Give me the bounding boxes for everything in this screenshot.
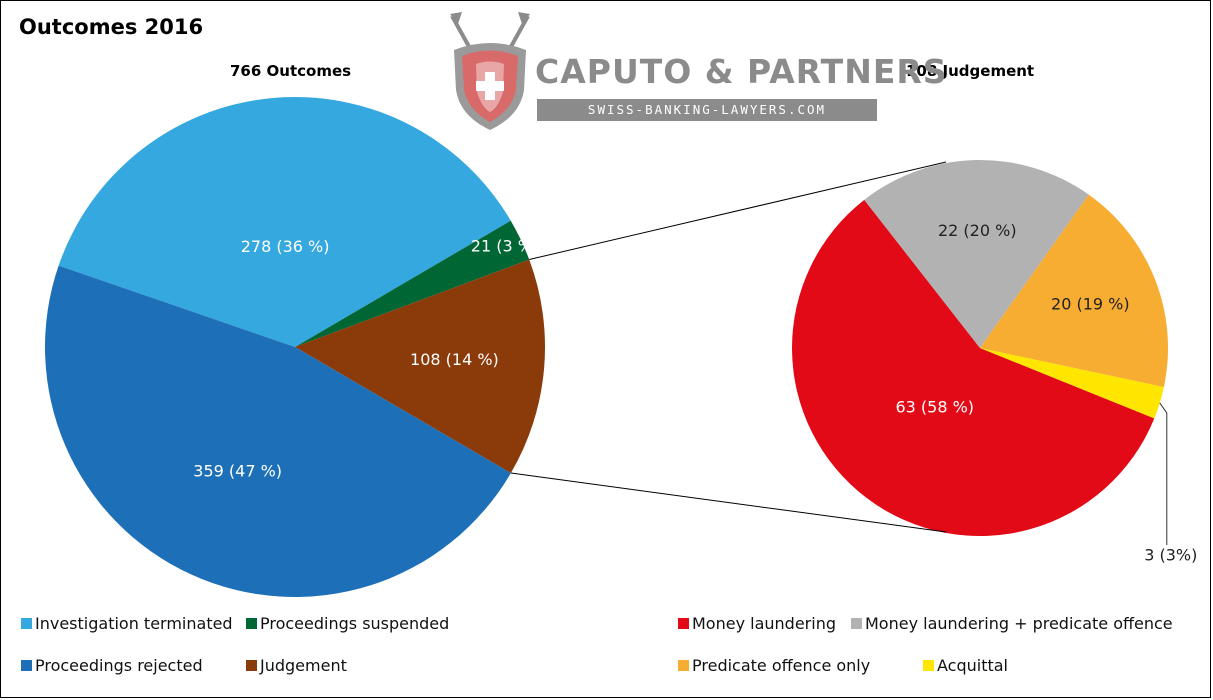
legend-label: Judgement	[260, 656, 347, 675]
legend-label: Investigation terminated	[35, 614, 233, 633]
legend-item-proceedings-suspended: Proceedings suspended	[246, 614, 449, 633]
legend-item-investigation-terminated: Investigation terminated	[21, 614, 233, 633]
legend-swatch	[923, 660, 934, 671]
right-data-label-2: 20 (19 %)	[1051, 294, 1130, 313]
right-slice-2	[980, 194, 1168, 388]
legend-label: Proceedings rejected	[35, 656, 203, 675]
right-data-label-3: 3 (3%)	[1144, 546, 1197, 565]
right-slice-3	[980, 348, 1164, 419]
right-slice-0	[791, 199, 1155, 536]
connector-line-top	[529, 161, 947, 261]
legend-label: Proceedings suspended	[260, 614, 450, 633]
left-slice-3	[45, 265, 511, 598]
left-slice-1	[295, 220, 530, 347]
legend-item-ml-predicate-offence: Money laundering + predicate offence	[851, 614, 1173, 633]
left-data-label-0: 278 (36 %)	[241, 237, 330, 256]
legend-swatch	[21, 618, 32, 629]
left-slice-2	[295, 259, 546, 474]
legend-item-judgement: Judgement	[246, 656, 347, 675]
left-data-label-2: 108 (14 %)	[410, 350, 499, 369]
legend-swatch	[678, 660, 689, 671]
right-pie-title: 108 Judgement	[906, 62, 1035, 80]
legend-label: Predicate offence only	[692, 656, 871, 675]
legend-label: Acquittal	[937, 656, 1008, 675]
right-data-label-0: 63 (58 %)	[895, 398, 974, 417]
legend-item-acquittal: Acquittal	[923, 656, 1008, 675]
legend-label: Money laundering + predicate offence	[865, 614, 1173, 633]
logo-name: CAPUTO & PARTNERS	[535, 52, 948, 91]
left-data-label-1: 21 (3 %)	[471, 237, 539, 256]
legend-swatch	[851, 618, 862, 629]
left-pie-title: 766 Outcomes	[230, 62, 352, 80]
legend-swatch	[21, 660, 32, 671]
left-slice-0	[58, 96, 511, 348]
legend-item-proceedings-rejected: Proceedings rejected	[21, 656, 203, 675]
right-data-label-1: 22 (20 %)	[938, 221, 1017, 240]
legend-item-predicate-offence-only: Predicate offence only	[678, 656, 870, 675]
logo-shield-icon	[450, 12, 530, 130]
chart-title: Outcomes 2016	[19, 15, 204, 39]
legend-swatch	[246, 660, 257, 671]
right-slice-1	[864, 160, 1089, 348]
connector-line-bottom	[510, 472, 947, 533]
legend-swatch	[678, 618, 689, 629]
legend-item-money-laundering: Money laundering	[678, 614, 836, 633]
legend-swatch	[246, 618, 257, 629]
legend-label: Money laundering	[692, 614, 836, 633]
logo-tagline: SWISS-BANKING-LAWYERS.COM	[537, 99, 877, 121]
left-data-label-3: 359 (47 %)	[193, 461, 282, 480]
acquittal-leader-line	[1159, 402, 1168, 545]
